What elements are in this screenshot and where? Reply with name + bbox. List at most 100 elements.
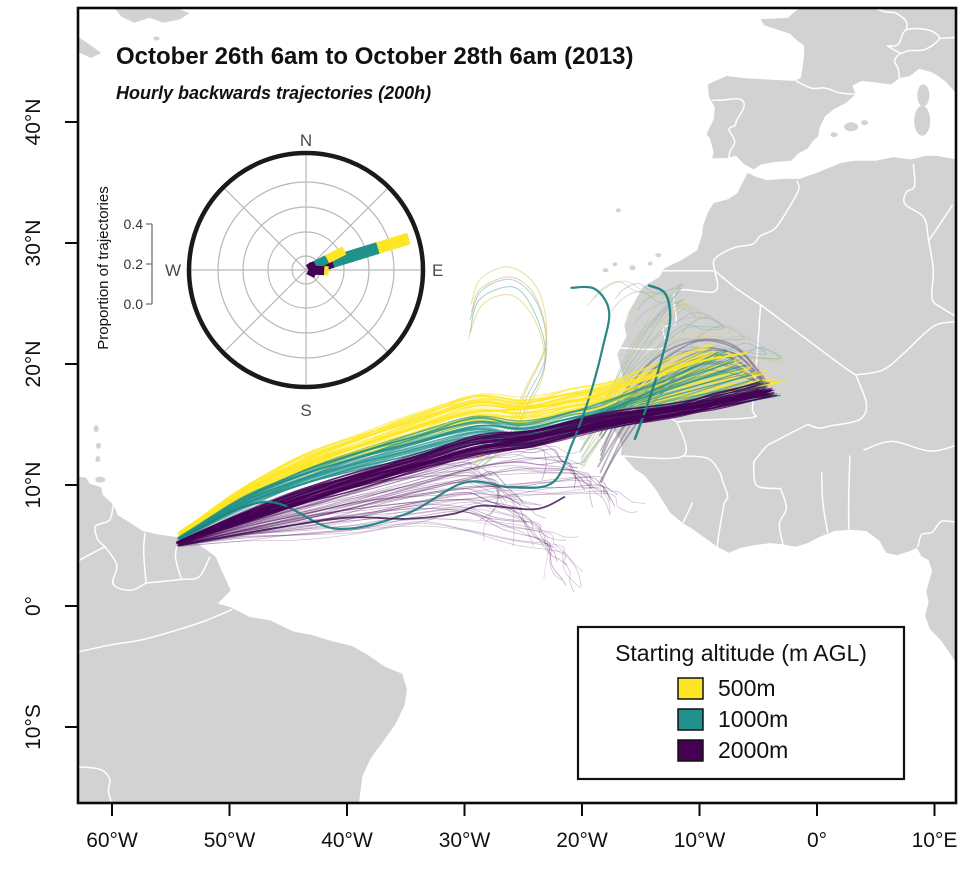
trajectory-faint-purple-mid <box>178 465 593 544</box>
trajectory-purple-bold-low <box>178 496 566 547</box>
trajectory-faint-purple-south <box>176 461 526 544</box>
country-border <box>893 52 902 80</box>
lon-tick-label: 10°W <box>674 829 726 852</box>
country-border <box>94 503 114 548</box>
country-border <box>145 556 211 584</box>
island <box>655 253 662 258</box>
legend-label-500m: 500m <box>718 675 776 701</box>
rose-scale-axis <box>146 223 153 305</box>
trajectory-faint-purple-south <box>176 521 575 593</box>
rose-spoke <box>305 186 390 271</box>
plot-border <box>76 6 958 805</box>
trajectory-east-risers <box>580 325 745 461</box>
rose-scale-tick-02: 0.2 <box>124 256 144 272</box>
compass-label-north: N <box>300 131 312 150</box>
rose-gridlines <box>189 153 423 387</box>
trajectory-east-risers <box>580 281 681 432</box>
trajectory-yellow-500m <box>181 366 752 537</box>
island <box>629 265 636 271</box>
island <box>153 36 160 41</box>
trajectory-faint-purple-south <box>176 491 527 545</box>
trajectory-faint-purple-mid <box>180 457 586 544</box>
trajectory-faint-purple-south <box>177 522 581 589</box>
land-africa <box>612 155 956 663</box>
island <box>93 425 99 433</box>
island <box>96 442 101 449</box>
land-masses <box>78 8 956 803</box>
rose-scale-tick-04: 0.4 <box>124 216 144 232</box>
trajectory-faint-purple-south <box>177 488 540 546</box>
country-border <box>795 80 857 95</box>
lat-tick-label: 10°S <box>22 704 45 750</box>
trajectory-faint-purple-mid <box>176 492 638 546</box>
trajectory-faint-purple-south <box>180 518 583 572</box>
lon-tick-label: 0° <box>807 829 827 852</box>
country-border <box>682 502 694 524</box>
trajectory-faint-purple-south <box>179 511 563 581</box>
rose-bar-1000m <box>313 255 330 270</box>
trajectory-yellow-bold-edge <box>179 352 748 533</box>
country-border <box>917 520 956 548</box>
lat-tick-label: 0° <box>22 596 45 616</box>
country-border <box>820 472 829 533</box>
legend: Starting altitude (m AGL) 500m 1000m 200… <box>576 625 906 781</box>
country-border <box>863 440 956 452</box>
legend-swatch-2000m <box>677 739 704 762</box>
wind-rose-inset: N E S W 0.4 0.2 0.0 Proportion of trajec… <box>95 131 443 420</box>
country-border <box>873 8 908 31</box>
rose-axis-title: Proportion of trajectories <box>95 186 112 349</box>
trajectory-teal-bold-long <box>179 285 611 540</box>
trajectory-faint-purple-south <box>180 470 500 545</box>
lat-tick-label: 40°N <box>22 99 45 146</box>
country-border <box>682 455 729 504</box>
trajectory-faint-purple-south <box>179 472 539 545</box>
trajectory-faint-purple-mid <box>180 472 609 546</box>
rose-bar-500m <box>376 232 411 254</box>
trajectory-faint-purple-south <box>177 501 550 555</box>
island <box>612 262 618 267</box>
rose-spoke <box>305 269 390 354</box>
land-nova-scotia <box>78 36 102 58</box>
trajectory-faint-purple-mid <box>177 479 593 545</box>
land-south-america <box>78 476 407 803</box>
country-border <box>806 374 868 429</box>
trajectory-yellow-500m <box>181 346 708 534</box>
trajectory-faint-purple-south <box>178 475 532 545</box>
compass-label-west: W <box>165 261 181 280</box>
trajectory-faint-purple-south <box>178 510 567 586</box>
trajectory-faint-purple-mid <box>180 460 577 544</box>
island <box>615 208 621 213</box>
island <box>602 268 609 273</box>
country-border <box>778 487 788 546</box>
trajectory-faint-purple-south <box>180 493 517 546</box>
legend-label-1000m: 1000m <box>718 706 788 732</box>
country-border <box>759 303 857 376</box>
trajectory-east-risers <box>580 280 682 440</box>
island <box>95 476 106 483</box>
trajectory-faint-purple-mid <box>179 454 587 544</box>
island <box>861 120 869 126</box>
trajectory-faint-purple-mid <box>179 467 611 545</box>
island <box>917 84 930 107</box>
trajectory-teal-1000m <box>178 371 743 539</box>
longitude-axis: 60°W 50°W 40°W 30°W 20°W 10°W 0° 10°E <box>86 803 957 852</box>
rose-bar-500m <box>325 246 347 264</box>
island <box>844 122 859 132</box>
trajectory-purple-2000m <box>178 380 763 542</box>
trajectory-faint-purple-south <box>178 488 515 547</box>
lat-tick-label: 30°N <box>22 220 45 267</box>
island <box>647 261 653 266</box>
rose-bar-500m <box>324 266 329 276</box>
figure-subtitle: Hourly backwards trajectories (200h) <box>116 83 431 103</box>
island <box>914 105 931 136</box>
country-border <box>752 423 809 463</box>
trajectory-faint-purple-mid <box>176 470 603 544</box>
legend-box <box>576 625 906 781</box>
country-border <box>847 455 851 530</box>
trajectory-faint-purple-mid <box>180 461 592 544</box>
country-border <box>711 97 745 158</box>
lon-tick-label: 30°W <box>439 829 491 852</box>
lon-tick-label: 60°W <box>86 829 138 852</box>
country-border <box>142 532 147 584</box>
country-border <box>676 303 762 423</box>
